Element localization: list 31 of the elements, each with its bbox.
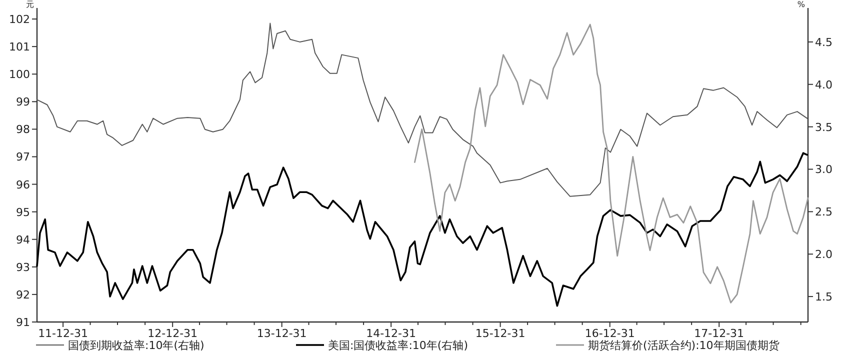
y-tick-label: 99 bbox=[16, 96, 30, 109]
y-tick-label: 95 bbox=[16, 206, 30, 219]
y-tick-label: 97 bbox=[16, 150, 30, 164]
x-tick-label: 12-12-31 bbox=[148, 327, 198, 340]
y-tick-label: 100 bbox=[9, 68, 30, 82]
y2-tick-label: 4.0 bbox=[815, 78, 832, 92]
x-tick-label: 11-12-31 bbox=[38, 327, 88, 340]
y2-tick-label: 3.0 bbox=[815, 163, 832, 176]
y-tick-label: 101 bbox=[9, 40, 30, 54]
y-tick-label: 96 bbox=[16, 178, 30, 192]
y-axis-title: 元 bbox=[26, 0, 34, 9]
y2-tick-label: 2.0 bbox=[815, 248, 832, 262]
y-tick-label: 98 bbox=[16, 123, 30, 136]
y2-axis-title: % bbox=[797, 0, 806, 9]
x-tick-label: 16-12-31 bbox=[584, 327, 635, 340]
legend-label: 期货结算价(活跃合约):10年期国债期货 bbox=[588, 339, 780, 352]
y-tick-label: 94 bbox=[16, 233, 30, 246]
x-tick-label: 13-12-31 bbox=[256, 327, 307, 340]
x-tick-label: 15-12-31 bbox=[475, 327, 526, 340]
y-tick-label: 92 bbox=[16, 288, 30, 302]
y2-tick-label: 4.5 bbox=[815, 36, 832, 49]
y-tick-label: 93 bbox=[16, 260, 30, 274]
y-tick-label: 102 bbox=[9, 13, 30, 26]
legend-label: 国债到期收益率:10年(右轴) bbox=[68, 339, 204, 352]
y-tick-label: 91 bbox=[16, 316, 30, 329]
y2-tick-label: 3.5 bbox=[815, 120, 832, 134]
x-tick-label: 14-12-31 bbox=[366, 327, 416, 340]
y2-tick-label: 2.5 bbox=[815, 206, 832, 219]
y2-tick-label: 1.5 bbox=[815, 290, 832, 304]
x-tick-label: 17-12-31 bbox=[694, 327, 744, 340]
legend-label: 美国:国债收益率:10年(右轴) bbox=[328, 339, 468, 352]
